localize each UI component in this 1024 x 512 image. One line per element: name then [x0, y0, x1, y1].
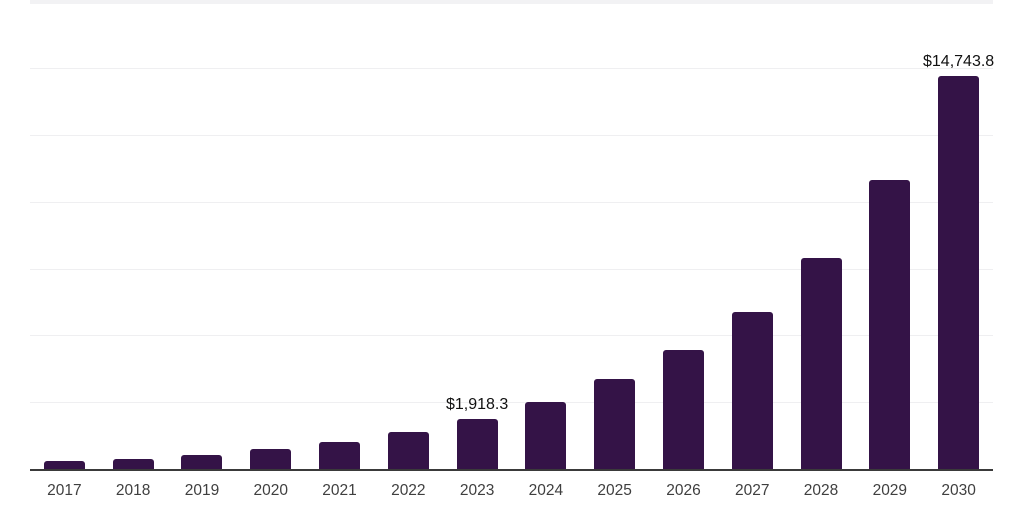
- gridline: [30, 268, 993, 270]
- bar-2019: [181, 454, 223, 470]
- x-tick-label-2027: 2027: [735, 482, 770, 499]
- bar-2018: [112, 458, 154, 470]
- bar-2030: [938, 76, 980, 470]
- gridline: [30, 335, 993, 337]
- x-axis-line: [30, 469, 993, 471]
- x-tick-label-2028: 2028: [803, 482, 839, 499]
- gridline: [30, 68, 993, 70]
- x-tick-label-2018: 2018: [115, 482, 151, 499]
- bar-2023: [456, 418, 498, 470]
- x-tick-label-2026: 2026: [666, 482, 701, 499]
- bar-2022: [387, 431, 429, 470]
- bar-2017: [43, 461, 85, 470]
- x-tick-label-2030: 2030: [941, 482, 976, 499]
- bar-2025: [594, 379, 636, 470]
- x-tick-label-2029: 2029: [872, 482, 908, 499]
- bar-2021: [319, 442, 361, 470]
- x-tick-label-2023: 2023: [459, 482, 495, 499]
- x-axis-tick-labels: 2017 2018 2019 2020 2021 2022 2023 2024 2025 2026…: [30, 481, 993, 503]
- bar-2026: [662, 350, 704, 470]
- bar-2029: [869, 179, 911, 470]
- bar-2028: [800, 257, 842, 470]
- bar-2027: [731, 311, 773, 470]
- x-tick-label-2025: 2025: [597, 482, 632, 499]
- plot-area: $1,918.3 $14,743.8: [30, 0, 995, 470]
- gridline: [30, 402, 993, 404]
- bar-2020: [250, 449, 292, 470]
- x-tick-label-2017: 2017: [47, 482, 82, 499]
- x-tick-label-2024: 2024: [528, 482, 564, 499]
- x-tick-label-2020: 2020: [253, 482, 288, 499]
- gridline: [30, 201, 993, 203]
- value-label-2023: $1,918.3: [445, 395, 509, 413]
- x-tick-label-2019: 2019: [184, 482, 220, 499]
- x-tick-label-2022: 2022: [391, 482, 426, 499]
- value-label-2030: $14,743.8: [923, 53, 995, 71]
- chart-top-strip: [30, 0, 993, 4]
- bar-2024: [525, 401, 567, 470]
- gridline: [30, 135, 993, 137]
- x-tick-label-2021: 2021: [322, 482, 357, 499]
